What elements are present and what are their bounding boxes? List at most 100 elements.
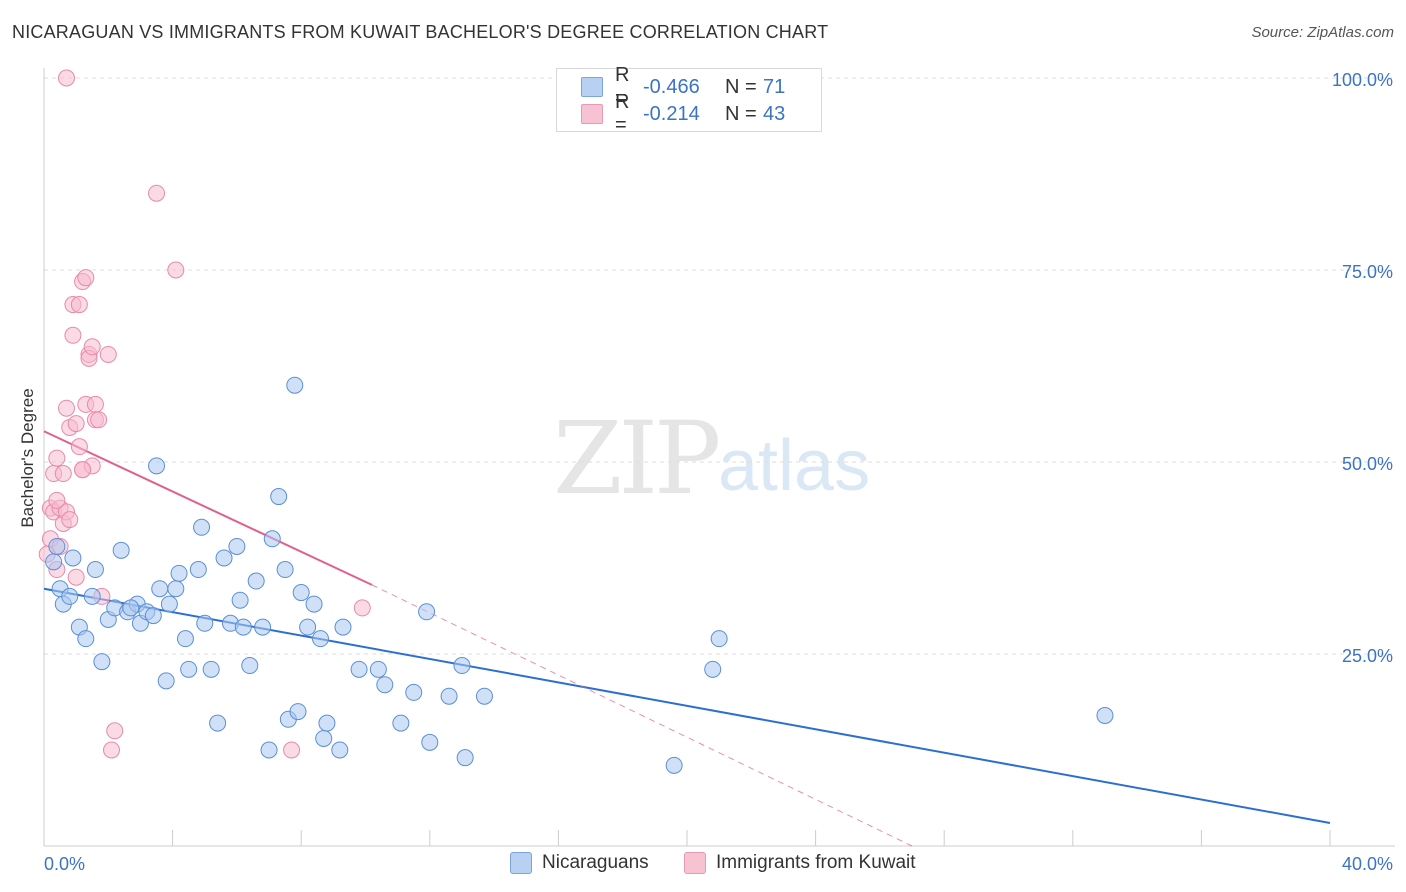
kuwait-point	[64, 326, 82, 344]
nicaraguan-point	[254, 618, 272, 636]
bottom-legend: Nicaraguans Immigrants from Kuwait	[0, 852, 1406, 878]
nicaraguan-point	[112, 541, 130, 559]
nicaraguan-point	[48, 537, 66, 555]
nicaraguan-point	[440, 687, 458, 705]
nicaraguan-point	[665, 756, 683, 774]
nicaraguan-point	[157, 672, 175, 690]
nicaraguan-point	[369, 660, 387, 678]
nicaraguan-point	[456, 749, 474, 767]
kuwait-point	[106, 722, 124, 740]
nicaraguan-point	[299, 618, 317, 636]
nicaraguan-point	[144, 607, 162, 625]
nicaraguan-point	[247, 572, 265, 590]
nicaraguan-point	[228, 537, 246, 555]
y-tick-label: 25.0%	[1342, 646, 1393, 666]
bottom-legend-kuwait[interactable]: Immigrants from Kuwait	[684, 852, 916, 874]
nicaraguan-point	[148, 457, 166, 475]
nicaraguan-point	[61, 587, 79, 605]
nicaraguan-point	[1096, 706, 1114, 724]
kuwait-point	[77, 269, 95, 287]
legend-r-label: R =	[615, 64, 630, 109]
nicaraguan-point	[334, 618, 352, 636]
legend-row-kuwait: R = -0.214 N = 43	[581, 91, 786, 136]
legend-box: R = -0.466 N = 71 R = -0.214 N = 43	[556, 64, 822, 136]
legend-swatch-pink	[581, 104, 603, 124]
kuwait-point	[83, 338, 101, 356]
bottom-legend-nicaraguans[interactable]: Nicaraguans	[510, 852, 649, 874]
bottom-legend-label: Nicaraguans	[542, 852, 649, 873]
tick-labels: 25.0% 50.0% 75.0% 100.0% 0.0% 40.0%	[44, 70, 1393, 874]
legend-n-label: N =	[725, 102, 757, 125]
legend-n-value: 71	[763, 75, 786, 98]
legend-swatch-blue	[581, 77, 603, 97]
kuwait-point	[148, 184, 166, 202]
kuwait-point	[99, 345, 117, 363]
nicaraguan-point	[315, 729, 333, 747]
legend-r-value: -0.466	[643, 75, 700, 98]
kuwait-point	[70, 296, 88, 314]
nicaraguan-point	[193, 518, 211, 536]
nicaraguan-point	[311, 630, 329, 648]
watermark-atlas: atlas	[718, 426, 871, 506]
nicaraguan-point	[331, 741, 349, 759]
y-axis-label: Bachelor's Degree	[18, 388, 37, 528]
axes	[43, 68, 1395, 847]
kuwait-point	[90, 411, 108, 429]
kuwait-trend-extension	[371, 584, 913, 847]
nicaraguan-point	[45, 553, 63, 571]
legend-n-label: N =	[725, 75, 757, 98]
kuwait-point	[74, 461, 92, 479]
nicaraguan-point	[189, 561, 207, 579]
x-tick-label: 0.0%	[44, 854, 85, 874]
nicaraguan-point	[209, 714, 227, 732]
nicaraguan-point	[392, 714, 410, 732]
nicaraguan-point	[453, 657, 471, 675]
kuwait-point	[167, 261, 185, 279]
nicaraguan-point	[270, 488, 288, 506]
kuwait-point	[67, 415, 85, 433]
legend-r-value: -0.214	[643, 102, 700, 125]
nicaraguan-point	[231, 591, 249, 609]
nicaraguan-point	[202, 660, 220, 678]
nicaraguan-point	[176, 630, 194, 648]
kuwait-point	[48, 491, 66, 509]
nicaraguan-point	[151, 580, 169, 598]
kuwait-point	[48, 449, 66, 467]
nicaraguan-point	[263, 530, 281, 548]
nicaraguan-point	[241, 657, 259, 675]
nicaraguan-point	[421, 733, 439, 751]
nicaraguan-point	[305, 595, 323, 613]
nicaraguan-point	[77, 630, 95, 648]
nicaraguan-point	[704, 660, 722, 678]
y-tick-label: 50.0%	[1342, 454, 1393, 474]
nicaraguan-point	[122, 599, 140, 617]
nicaraguan-point	[234, 618, 252, 636]
nicaraguan-point	[286, 376, 304, 394]
y-tick-label: 100.0%	[1332, 70, 1393, 90]
nicaraguan-point	[64, 549, 82, 567]
nicaraguan-point	[215, 549, 233, 567]
y-tick-label: 75.0%	[1342, 262, 1393, 282]
nicaraguan-point	[418, 603, 436, 621]
nicaraguan-point	[350, 660, 368, 678]
nicaraguan-point	[180, 660, 198, 678]
nicaraguan-point	[170, 564, 188, 582]
kuwait-trend-line	[43, 430, 373, 586]
legend-n-value: 43	[763, 102, 786, 125]
nicaraguan-point	[292, 584, 310, 602]
kuwait-point	[67, 568, 85, 586]
nicaraguan-point	[93, 653, 111, 671]
nicaraguan-point	[710, 630, 728, 648]
nicaraguan-point	[167, 580, 185, 598]
nicaraguan-point	[318, 714, 336, 732]
kuwait-point	[54, 465, 72, 483]
bottom-legend-swatch-pink	[684, 852, 706, 874]
kuwait-point	[58, 399, 76, 417]
nicaraguan-point	[83, 587, 101, 605]
bottom-legend-label: Immigrants from Kuwait	[716, 852, 916, 873]
nicaraguan-point	[160, 595, 178, 613]
kuwait-point	[61, 511, 79, 529]
nicaraguan-point	[260, 741, 278, 759]
nicaraguan-point	[405, 683, 423, 701]
